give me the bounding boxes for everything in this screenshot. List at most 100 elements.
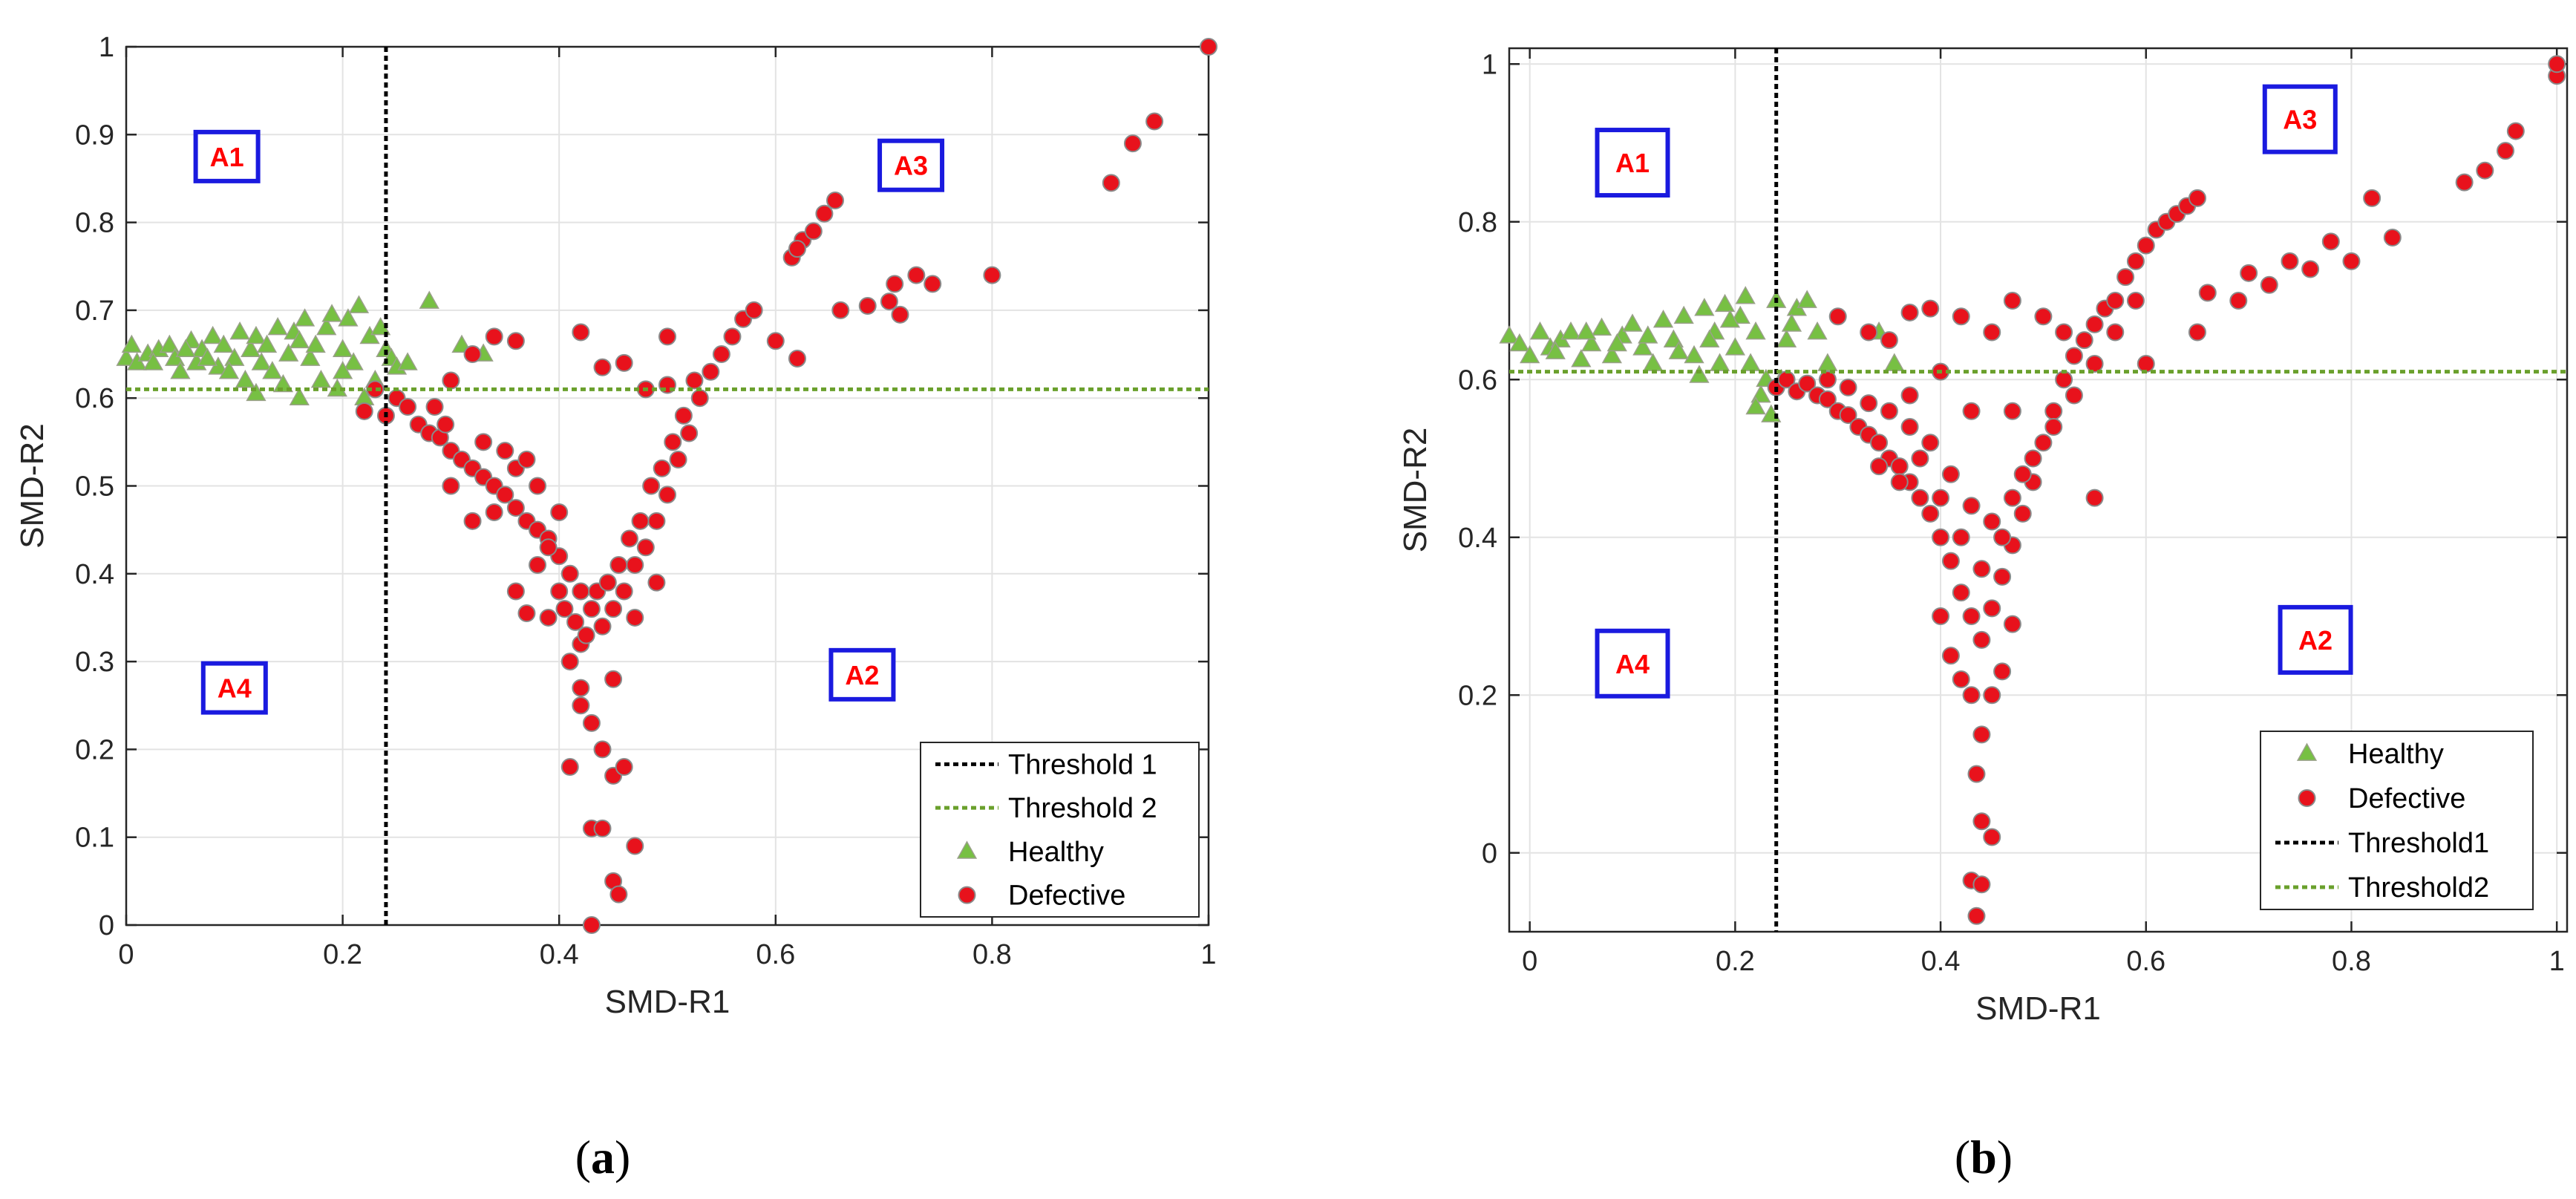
defective-point [2085, 315, 2104, 333]
defective-point [463, 512, 482, 530]
healthy-point [235, 370, 256, 388]
legend-label: Defective [2348, 783, 2465, 814]
defective-point [1123, 134, 1142, 153]
region-box-a3 [877, 138, 945, 192]
healthy-point [1581, 333, 1602, 352]
defective-point [609, 555, 628, 574]
defective-point [2240, 264, 2258, 282]
defective-point [1962, 607, 1981, 625]
defective-point [2548, 55, 2566, 73]
defective-point [506, 499, 525, 517]
legend-healthy-swatch [2296, 742, 2318, 761]
y-tick-label: 0.8 [75, 208, 114, 239]
plot-area-frame [1508, 47, 2569, 933]
healthy-point [332, 339, 353, 357]
x-tick-label: 1 [2549, 946, 2565, 977]
defective-point [2106, 323, 2125, 342]
defective-point [2013, 465, 2032, 483]
defective-point [1941, 465, 1960, 483]
healthy-point [294, 308, 316, 327]
defective-point [1798, 374, 1817, 393]
panel-b: 0 0.2 0.4 0.6 0.8 1 0 0.2 0.4 0.6 0.8 1 SMD-R1 SMD-R2… [1397, 47, 2569, 1183]
defective-point [1839, 406, 1857, 425]
x-tick-label: 0.8 [972, 939, 1012, 970]
y-tick-label: 0.1 [75, 823, 114, 854]
defective-point [2075, 331, 2093, 350]
y-tick-label: 0.6 [1458, 365, 1497, 396]
y-tick-label: 0.5 [75, 471, 114, 503]
defective-point [560, 653, 579, 671]
defective-point [891, 305, 909, 324]
defective-point [1828, 307, 1847, 326]
defective-point [1870, 457, 1889, 476]
defective-point [2383, 229, 2402, 246]
defective-point [1932, 528, 1950, 546]
defective-point [1932, 607, 1950, 625]
defective-point [529, 477, 547, 495]
defective-point [1911, 449, 1929, 468]
region-box-a4 [1595, 628, 1670, 699]
y-tick-label: 1 [99, 32, 114, 63]
healthy-point [1745, 321, 1766, 340]
defective-point [1200, 38, 1217, 56]
defective-point [560, 564, 579, 583]
defective-point [858, 296, 877, 315]
healthy-point [126, 352, 148, 370]
legend-box [2260, 731, 2534, 910]
defective-point [2260, 275, 2278, 294]
defective-point [582, 916, 601, 934]
defective-point [2188, 323, 2206, 342]
defective-point [1870, 434, 1889, 452]
defective-point [1993, 528, 2012, 546]
healthy-point [1694, 298, 1715, 316]
defective-point [1962, 402, 1981, 420]
defective-point [620, 529, 638, 548]
defective-point [1952, 584, 1970, 602]
healthy-point [1668, 341, 1689, 359]
healthy-point [1714, 293, 1736, 313]
legend-label: Healthy [2348, 739, 2444, 770]
region-label-a3: A3 [894, 151, 928, 181]
defective-point [539, 608, 558, 627]
defective-point [593, 740, 612, 759]
healthy-point [267, 317, 288, 336]
defective-point [1900, 418, 1919, 436]
healthy-point [1632, 337, 1653, 356]
defective-point [593, 617, 612, 636]
defective-point [674, 406, 693, 425]
defective-point [907, 266, 926, 284]
defective-point [2044, 418, 2063, 436]
defective-point [539, 538, 558, 557]
defective-point [593, 358, 612, 376]
legend-label: Healthy [1008, 837, 1104, 868]
healthy-point [218, 361, 240, 379]
defective-point [702, 362, 720, 381]
defective-point [598, 573, 617, 592]
healthy-point [1529, 321, 1551, 340]
defective-point [1962, 497, 1981, 515]
y-tick-label: 0.4 [75, 559, 114, 590]
legend-label: Threshold 1 [1008, 749, 1157, 780]
defective-point [566, 612, 585, 631]
defective-point [1983, 512, 2001, 531]
healthy-point [1684, 344, 1704, 364]
healthy-point [1571, 349, 1592, 367]
y-tick-label: 0.8 [1458, 207, 1497, 238]
healthy-point [332, 361, 353, 379]
legend-label: Threshold 2 [1008, 793, 1157, 824]
healthy-point [229, 321, 250, 340]
defective-point [2003, 292, 2021, 310]
defective-point [669, 451, 687, 469]
defective-point [1972, 875, 1991, 894]
healthy-point [419, 290, 439, 309]
defective-point [1839, 378, 1857, 396]
defective-point [636, 538, 655, 557]
x-tick-label: 0.2 [323, 939, 362, 970]
defective-point [2188, 189, 2206, 207]
x-tick-label: 0.6 [2126, 946, 2165, 977]
defective-point [1962, 686, 1981, 705]
defective-point [1900, 386, 1919, 405]
region-label-a3: A3 [2283, 105, 2317, 135]
defective-point [923, 275, 942, 293]
defective-point [572, 323, 590, 342]
